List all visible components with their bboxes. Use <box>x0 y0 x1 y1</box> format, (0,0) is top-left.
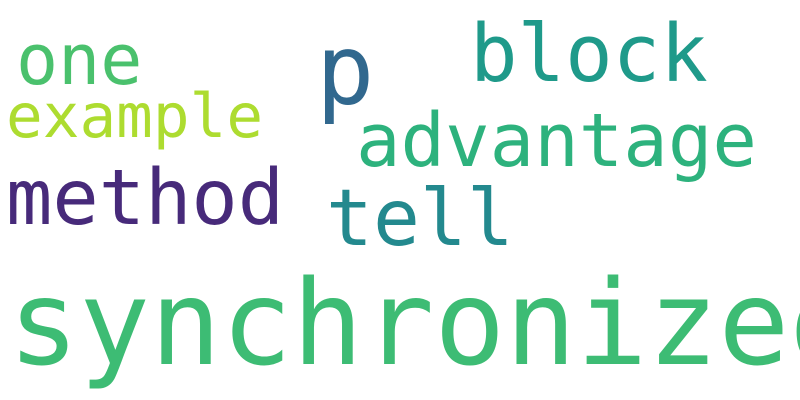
word-synchronized: synchronized <box>8 254 800 392</box>
word-one: one <box>16 19 143 101</box>
word-example: example <box>6 81 264 152</box>
word-block: block <box>470 8 708 100</box>
word-method: method <box>6 154 285 243</box>
word-p: p <box>316 14 375 127</box>
word-advantage: advantage <box>356 98 757 184</box>
word-tell: tell <box>326 174 514 264</box>
